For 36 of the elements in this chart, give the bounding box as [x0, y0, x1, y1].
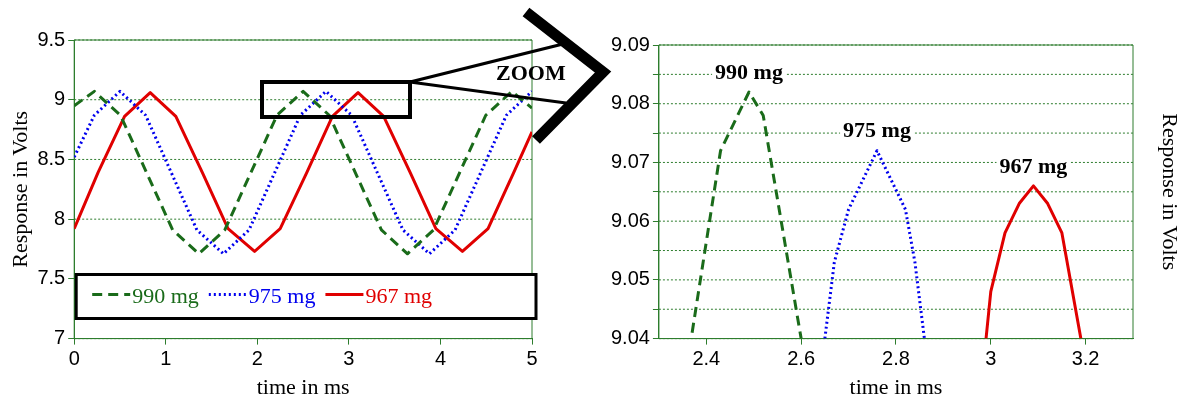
y-tick-label: 9.09	[610, 32, 650, 55]
x-axis-title: time in ms	[256, 373, 350, 399]
annotation: 975 mg	[843, 117, 911, 143]
y-tick-label: 7	[54, 326, 66, 349]
y-tick-label: 9.05	[610, 267, 650, 290]
y-tick-label: 9.06	[610, 208, 650, 231]
y-tick-label: 9.08	[610, 91, 650, 114]
x-tick-label: 3.2	[1071, 347, 1100, 370]
y-tick-label: 8.5	[37, 146, 66, 169]
y-axis-title: Response in Volts	[6, 110, 32, 268]
x-tick-label: 3	[985, 347, 997, 370]
x-tick-label: 2.4	[692, 347, 721, 370]
y-tick-label: 9.04	[610, 326, 650, 349]
x-tick-label: 0	[68, 347, 80, 370]
x-tick-label: 1	[160, 347, 172, 370]
x-tick-label: 2.6	[787, 347, 816, 370]
legend-label: 975 mg	[248, 283, 316, 309]
annotation: 990 mg	[715, 58, 783, 84]
x-tick-label: 3	[343, 347, 355, 370]
x-axis-title: time in ms	[849, 373, 943, 399]
legend-label: 990 mg	[132, 283, 199, 309]
y-tick-label: 9	[54, 87, 66, 110]
line-series	[690, 90, 803, 339]
legend-label: 967 mg	[365, 283, 433, 309]
x-tick-label: 4	[434, 347, 446, 370]
line-series	[823, 149, 926, 339]
annotation: ZOOM	[496, 60, 566, 86]
y-tick-label: 9.5	[37, 27, 66, 50]
x-tick-label: 2	[251, 347, 263, 370]
y-tick-label: 8	[54, 206, 66, 229]
x-tick-label: 2.8	[882, 347, 910, 370]
y-tick-label: 7.5	[37, 266, 66, 289]
y-tick-label: 9.07	[610, 149, 650, 172]
y-axis-title: Response in Volts	[1158, 113, 1181, 271]
annotation: 967 mg	[999, 152, 1068, 178]
x-tick-label: 5	[526, 347, 538, 370]
